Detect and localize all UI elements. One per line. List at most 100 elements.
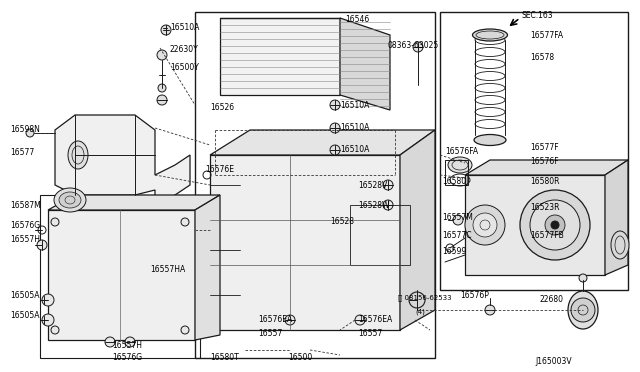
Text: 16505A: 16505A xyxy=(10,311,40,320)
Text: 16557: 16557 xyxy=(358,328,382,337)
Circle shape xyxy=(579,274,587,282)
Text: 16546: 16546 xyxy=(345,16,369,25)
Text: 16510A: 16510A xyxy=(340,124,369,132)
Polygon shape xyxy=(210,155,400,330)
Circle shape xyxy=(158,84,166,92)
Circle shape xyxy=(51,218,59,226)
Ellipse shape xyxy=(568,291,598,329)
Text: 22680: 22680 xyxy=(540,295,564,305)
Circle shape xyxy=(413,42,423,52)
Text: 16557H: 16557H xyxy=(112,340,142,350)
Text: 16576F: 16576F xyxy=(530,157,559,167)
Circle shape xyxy=(465,205,505,245)
Circle shape xyxy=(571,298,595,322)
Text: 22630Y: 22630Y xyxy=(170,45,199,55)
Circle shape xyxy=(453,215,463,225)
Polygon shape xyxy=(195,195,220,340)
Text: 16576EA: 16576EA xyxy=(258,315,292,324)
Circle shape xyxy=(383,180,393,190)
Text: 16576E: 16576E xyxy=(205,166,234,174)
Text: 16526: 16526 xyxy=(210,103,234,112)
Bar xyxy=(220,18,340,95)
Text: 16528W: 16528W xyxy=(358,201,390,209)
Circle shape xyxy=(330,145,340,155)
Circle shape xyxy=(285,315,295,325)
Text: J165003V: J165003V xyxy=(535,357,572,366)
Ellipse shape xyxy=(59,192,81,208)
Circle shape xyxy=(383,200,393,210)
Ellipse shape xyxy=(448,157,472,173)
Circle shape xyxy=(42,314,54,326)
Circle shape xyxy=(330,100,340,110)
Text: 16576FA: 16576FA xyxy=(445,148,478,157)
Text: 16577FA: 16577FA xyxy=(530,31,563,39)
Ellipse shape xyxy=(611,231,629,259)
Text: 16557M: 16557M xyxy=(442,214,473,222)
Circle shape xyxy=(181,218,189,226)
Text: 16505A: 16505A xyxy=(10,291,40,299)
Circle shape xyxy=(545,215,565,235)
Ellipse shape xyxy=(474,135,506,145)
Text: 16598N: 16598N xyxy=(10,125,40,135)
Circle shape xyxy=(530,200,580,250)
Circle shape xyxy=(125,337,135,347)
Ellipse shape xyxy=(54,188,86,212)
Bar xyxy=(440,12,628,290)
Circle shape xyxy=(520,190,590,260)
Circle shape xyxy=(51,326,59,334)
Text: 16578: 16578 xyxy=(530,54,554,62)
Circle shape xyxy=(157,50,167,60)
Text: 16577FB: 16577FB xyxy=(530,231,564,240)
Text: 16580J: 16580J xyxy=(442,177,468,186)
Circle shape xyxy=(551,221,559,229)
Polygon shape xyxy=(55,115,190,205)
Circle shape xyxy=(485,305,495,315)
Text: 16577F: 16577F xyxy=(530,144,559,153)
Text: 16577C: 16577C xyxy=(442,231,472,240)
Bar xyxy=(350,205,410,265)
Text: 16580T: 16580T xyxy=(210,353,239,362)
Text: Ⓑ 08156-62533: Ⓑ 08156-62533 xyxy=(398,295,452,301)
Text: 16510A: 16510A xyxy=(340,145,369,154)
Polygon shape xyxy=(465,160,628,175)
Text: 16500Y: 16500Y xyxy=(170,64,199,73)
Text: 16576G: 16576G xyxy=(10,221,40,230)
Circle shape xyxy=(105,337,115,347)
Text: 16599: 16599 xyxy=(442,247,467,257)
Text: 16577: 16577 xyxy=(10,148,35,157)
Text: 16528: 16528 xyxy=(330,218,354,227)
Text: 16576EA: 16576EA xyxy=(358,315,392,324)
Polygon shape xyxy=(465,175,605,275)
Circle shape xyxy=(330,123,340,133)
Text: SEC.163: SEC.163 xyxy=(522,10,554,19)
Circle shape xyxy=(157,95,167,105)
Polygon shape xyxy=(340,18,390,110)
Polygon shape xyxy=(400,130,435,330)
Circle shape xyxy=(42,294,54,306)
Text: (4): (4) xyxy=(415,309,425,315)
Polygon shape xyxy=(48,195,220,210)
Text: 16587M: 16587M xyxy=(10,201,41,209)
Polygon shape xyxy=(605,160,628,275)
Text: 16557: 16557 xyxy=(258,328,282,337)
Text: 16557HA: 16557HA xyxy=(150,266,185,275)
Ellipse shape xyxy=(472,29,508,41)
Bar xyxy=(445,160,468,185)
Text: 16576G: 16576G xyxy=(112,353,142,362)
Text: 16523R: 16523R xyxy=(530,203,559,212)
Polygon shape xyxy=(210,130,435,155)
Text: 16510A: 16510A xyxy=(340,100,369,109)
Text: 16580R: 16580R xyxy=(530,177,559,186)
Circle shape xyxy=(473,213,497,237)
Polygon shape xyxy=(48,210,195,340)
Text: 16500: 16500 xyxy=(288,353,312,362)
Circle shape xyxy=(355,315,365,325)
Circle shape xyxy=(181,326,189,334)
Text: 16557H: 16557H xyxy=(10,235,40,244)
Bar xyxy=(40,195,200,358)
Bar xyxy=(195,12,435,358)
Text: 08363-63025: 08363-63025 xyxy=(388,41,439,49)
Text: 16528V: 16528V xyxy=(358,180,387,189)
Text: 16510A: 16510A xyxy=(170,23,200,32)
Ellipse shape xyxy=(68,141,88,169)
